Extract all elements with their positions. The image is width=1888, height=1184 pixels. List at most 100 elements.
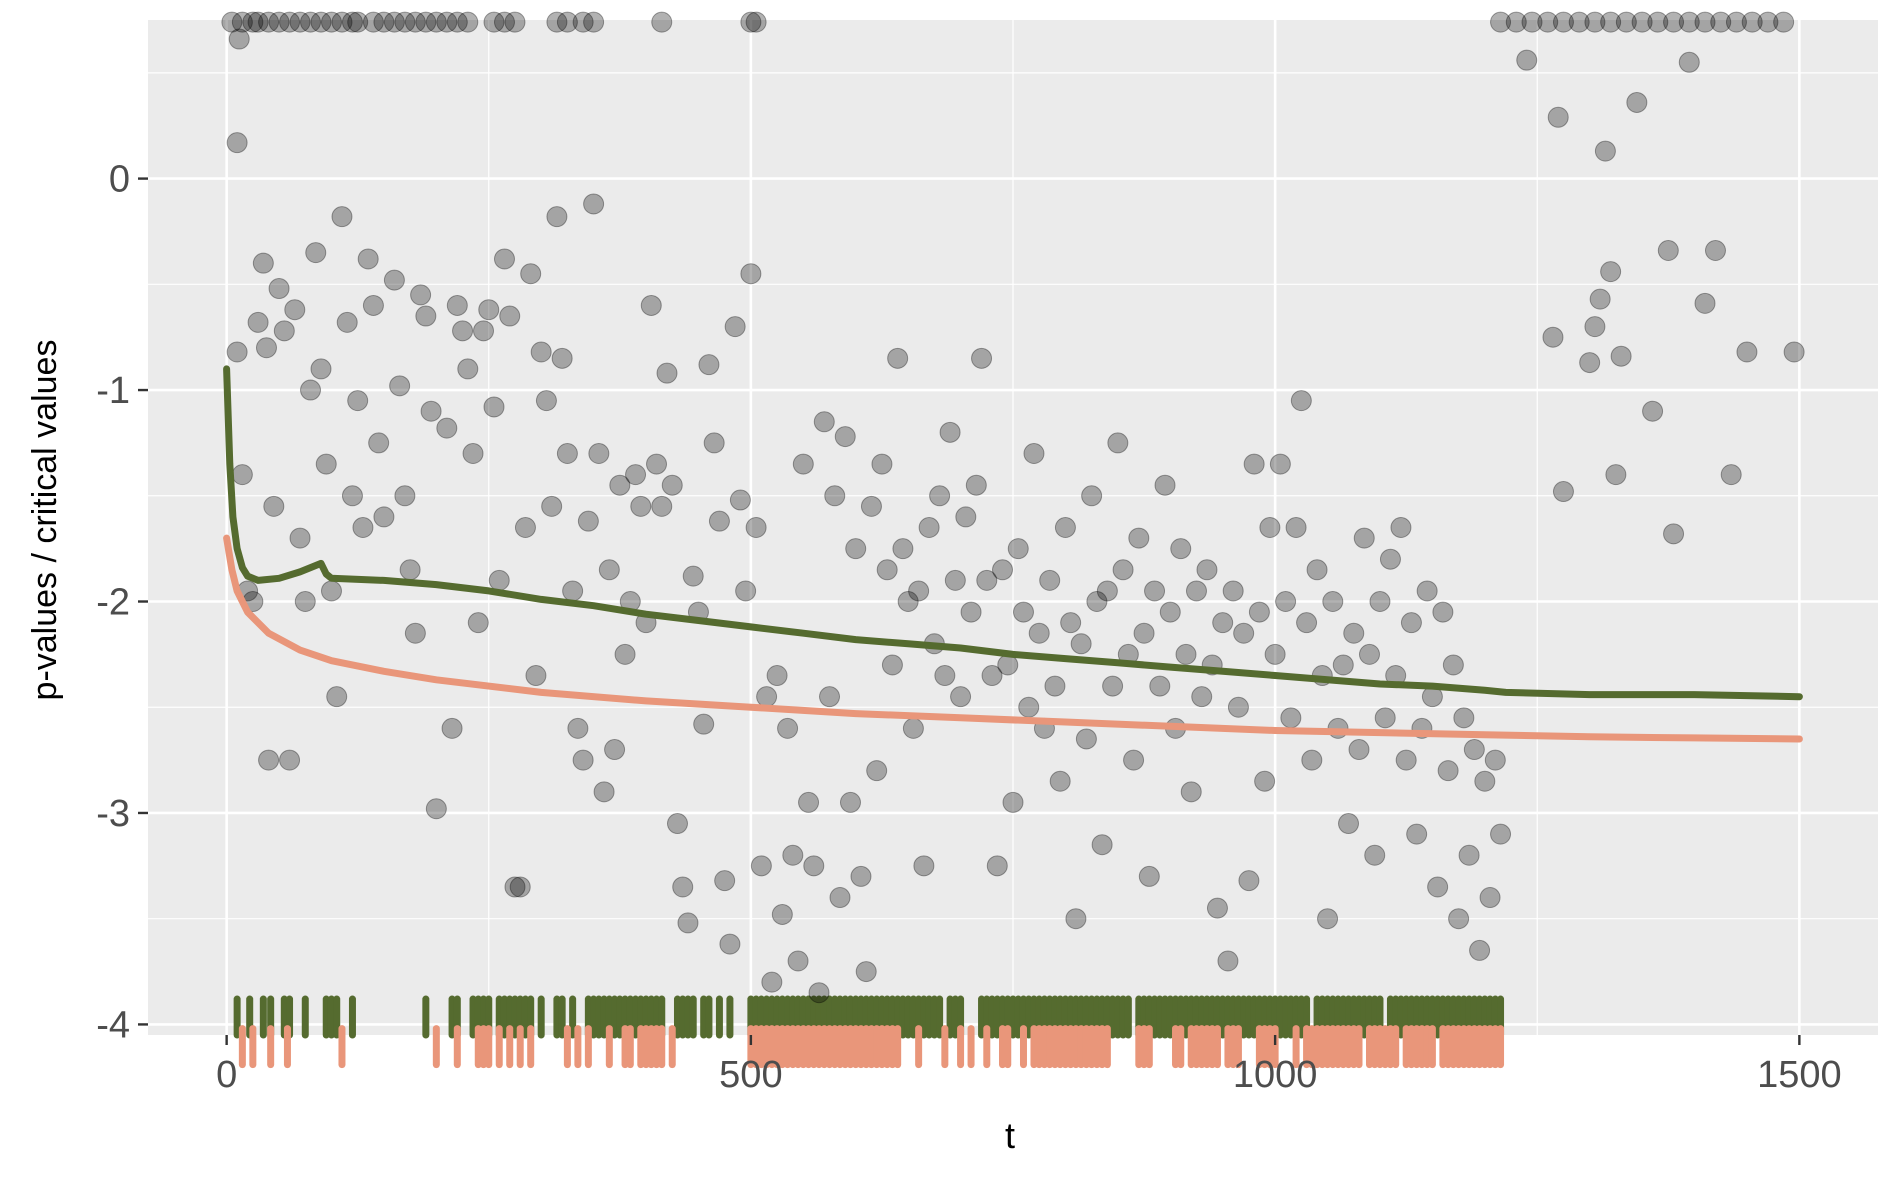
scatter-point: [504, 876, 526, 898]
x-tick-label: 500: [719, 1054, 782, 1096]
scatter-point: [1233, 622, 1255, 644]
scatter-point: [231, 464, 253, 486]
scatter-point-capped: [331, 11, 353, 33]
scatter-point: [1736, 341, 1758, 363]
scatter-point: [1678, 51, 1700, 73]
scatter-point: [1175, 643, 1197, 665]
scatter-point-capped: [362, 11, 384, 33]
scatter-point: [226, 341, 248, 363]
scatter-point: [1086, 591, 1108, 613]
scatter-point: [294, 591, 316, 613]
scatter-point-capped: [1631, 11, 1653, 33]
scatter-point: [320, 580, 342, 602]
scatter-point: [1610, 345, 1632, 367]
scatter-point: [284, 299, 306, 321]
scatter-point: [1081, 485, 1103, 507]
scatter-point: [415, 305, 437, 327]
scatter-point: [357, 248, 379, 270]
scatter-point: [1338, 813, 1360, 835]
scatter-point: [782, 844, 804, 866]
scatter-point: [740, 263, 762, 285]
scatter-point: [609, 474, 631, 496]
scatter-point: [1469, 939, 1491, 961]
scatter-point: [1657, 239, 1679, 261]
scatter-point: [1018, 696, 1040, 718]
scatter-point: [1432, 601, 1454, 623]
scatter-point: [918, 517, 940, 538]
scatter-point: [452, 320, 474, 342]
scatter-point: [352, 517, 374, 538]
scatter-point: [567, 717, 589, 739]
scatter-point: [1584, 316, 1606, 338]
scatter-point: [1348, 739, 1370, 761]
scatter-point: [819, 686, 841, 708]
scatter-point: [535, 390, 557, 412]
scatter-point: [300, 379, 322, 401]
axes: 0 500 1000 1500 0 -1 -2 -3 -4: [96, 159, 1841, 1096]
scatter-point: [656, 362, 678, 384]
scatter-point: [1238, 870, 1260, 892]
scatter-point: [436, 417, 458, 439]
scatter-point: [1427, 876, 1449, 898]
scatter-point: [1448, 908, 1470, 930]
scatter-point: [887, 347, 909, 369]
scatter-point: [1280, 707, 1302, 729]
scatter-point: [719, 933, 741, 955]
scatter-point: [1002, 791, 1024, 813]
scatter-point: [1243, 453, 1265, 475]
scatter-point: [771, 903, 793, 925]
scatter-point-capped: [1584, 11, 1606, 33]
scatter-point: [383, 269, 405, 291]
y-tick-label: -3: [96, 793, 130, 835]
scatter-point-capped: [383, 11, 405, 33]
scatter-point: [562, 580, 584, 602]
scatter-point: [226, 132, 248, 154]
scatter-point: [798, 791, 820, 813]
scatter-point: [1720, 464, 1742, 486]
scatter-point-capped: [745, 11, 767, 33]
scatter-point: [546, 206, 568, 228]
scatter-point-capped: [740, 11, 762, 33]
scatter-point-capped: [247, 11, 269, 33]
scatter-point: [1285, 517, 1307, 538]
scatter-point: [939, 421, 961, 443]
scatter-point: [1594, 140, 1616, 162]
scatter-point: [929, 485, 951, 507]
scatter-point: [813, 411, 835, 433]
scatter-point: [1694, 292, 1716, 314]
scatter-point: [976, 569, 998, 591]
scatter-point-capped: [1757, 11, 1779, 33]
scatter-point: [803, 855, 825, 877]
scatter-point: [289, 527, 311, 549]
scatter-point: [944, 569, 966, 591]
scatter-point: [1458, 844, 1480, 866]
scatter-point: [1102, 675, 1124, 697]
scatter-point: [729, 489, 751, 511]
scatter-point: [981, 665, 1003, 687]
scatter-point: [1474, 770, 1496, 792]
scatter-point: [1364, 844, 1386, 866]
scatter-point: [892, 538, 914, 560]
scatter-point-capped: [436, 11, 458, 33]
scatter-point: [488, 569, 510, 591]
scatter-point: [315, 453, 337, 475]
scatter-point: [1343, 622, 1365, 644]
scatter-point-capped: [504, 11, 526, 33]
x-tick-label: 0: [216, 1054, 237, 1096]
scatter-point-capped: [425, 11, 447, 33]
scatter-point: [514, 517, 536, 538]
scatter-point: [373, 506, 395, 528]
scatter-point: [1353, 527, 1375, 549]
scatter-point: [1144, 580, 1166, 602]
scatter-point: [583, 193, 605, 215]
scatter-point: [1007, 538, 1029, 560]
scatter-point: [787, 950, 809, 972]
scatter-point: [341, 485, 363, 507]
scatter-point: [871, 453, 893, 475]
scatter-point: [1196, 559, 1218, 581]
scatter-point-capped: [1773, 11, 1795, 33]
scatter-point-capped: [289, 11, 311, 33]
x-tick-label: 1000: [1233, 1054, 1318, 1096]
scatter-point-capped: [572, 11, 594, 33]
scatter-point: [399, 559, 421, 581]
